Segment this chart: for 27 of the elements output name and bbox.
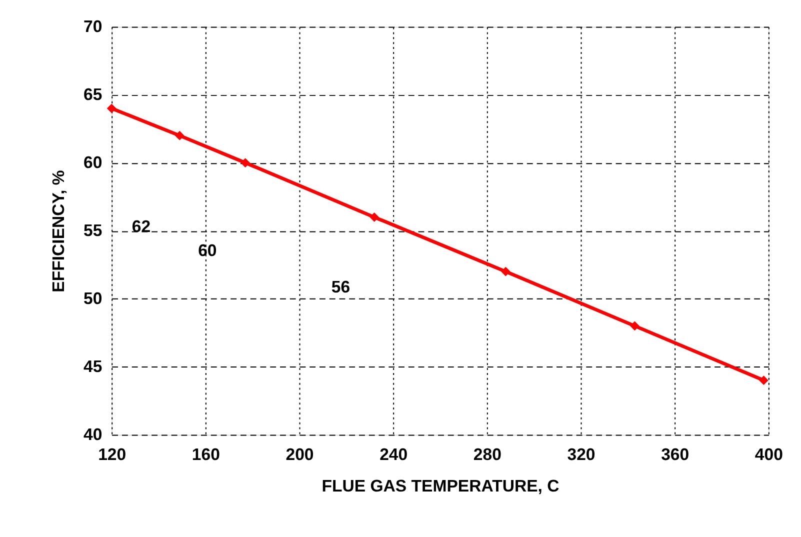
y-axis-title: EFFICIENCY, % [48, 170, 68, 292]
point [106, 104, 116, 114]
x-tick-label: 240 [380, 444, 408, 464]
x-tick-label: 280 [473, 444, 502, 464]
x-tick-label: 360 [661, 444, 690, 464]
y-tick-label: 50 [84, 289, 102, 308]
x-tick-label: 320 [567, 444, 596, 464]
point [370, 212, 380, 222]
x-tick-label: 200 [286, 444, 314, 464]
point [174, 130, 184, 140]
y-tick-label: 65 [84, 85, 102, 104]
y-tick-label: 45 [84, 357, 102, 376]
point [630, 321, 640, 331]
annotation: 62 [132, 217, 151, 236]
point [240, 158, 250, 168]
point [759, 376, 768, 386]
x-tick-label: 160 [192, 444, 220, 464]
y-tick-label: 70 [84, 17, 102, 36]
annotation: 60 [198, 240, 217, 260]
y-tick-label: 60 [84, 153, 102, 172]
annotation: 56 [331, 277, 350, 296]
y-tick-label: 55 [84, 221, 102, 240]
x-tick-label: 120 [98, 444, 126, 464]
x-tick-label: 400 [754, 444, 783, 464]
x-axis-title: FLUE GAS TEMPERATURE, C [322, 476, 560, 496]
y-tick-label: 40 [84, 425, 102, 444]
point [501, 266, 510, 276]
